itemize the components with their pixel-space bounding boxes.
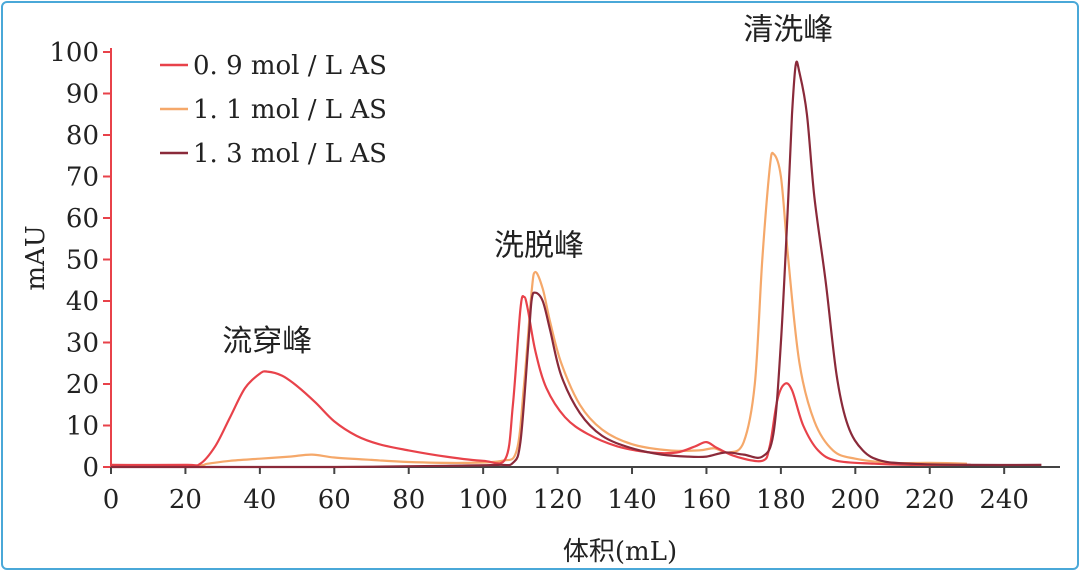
peak-annotation-0: 流穿峰 bbox=[222, 324, 312, 359]
y-tick-label: 40 bbox=[66, 287, 99, 317]
y-tick-label: 80 bbox=[66, 121, 99, 151]
x-tick-label: 220 bbox=[905, 485, 955, 515]
x-axis-title: 体积(mL) bbox=[563, 537, 677, 567]
series-group bbox=[110, 60, 1042, 469]
annotations-group: 流穿峰 洗脱峰 清洗峰 bbox=[222, 13, 833, 359]
x-tick-label: 20 bbox=[169, 485, 202, 515]
y-tick-label: 70 bbox=[66, 163, 99, 193]
y-tick-label: 90 bbox=[66, 80, 99, 110]
peak-annotation-1: 洗脱峰 bbox=[494, 228, 584, 263]
y-tick-label: 10 bbox=[66, 412, 99, 442]
y-tick-label: 0 bbox=[82, 453, 99, 483]
x-tick-group: 0 20 40 60 80 100 120 140 160 180 200 220 240 bbox=[103, 467, 1029, 515]
legend: 0. 9 mol / L AS 1. 1 mol / L AS 1. 3 mol /… bbox=[160, 51, 387, 169]
legend-label-1: 1. 1 mol / L AS bbox=[193, 95, 387, 125]
y-axis-title: mAU bbox=[21, 225, 51, 290]
series-line-1 bbox=[110, 151, 968, 468]
series-line-0 bbox=[110, 294, 971, 467]
y-tick-label: 20 bbox=[66, 370, 99, 400]
y-tick-label: 30 bbox=[66, 329, 99, 359]
y-tick-label: 50 bbox=[66, 246, 99, 276]
y-tick-label: 100 bbox=[49, 38, 99, 68]
legend-label-0: 0. 9 mol / L AS bbox=[193, 51, 387, 81]
x-tick-label: 40 bbox=[243, 485, 276, 515]
y-tick-group: 0 10 20 30 40 50 60 70 80 90 100 bbox=[49, 38, 111, 483]
y-tick-label: 60 bbox=[66, 204, 99, 234]
series-line-2 bbox=[110, 60, 1042, 469]
x-tick-label: 140 bbox=[607, 485, 657, 515]
x-tick-label: 60 bbox=[318, 485, 351, 515]
x-tick-label: 120 bbox=[533, 485, 583, 515]
x-tick-label: 200 bbox=[830, 485, 880, 515]
x-tick-label: 80 bbox=[392, 485, 425, 515]
x-tick-label: 240 bbox=[979, 485, 1029, 515]
x-tick-label: 0 bbox=[103, 485, 120, 515]
legend-label-2: 1. 3 mol / L AS bbox=[193, 139, 387, 169]
peak-annotation-2: 清洗峰 bbox=[743, 13, 833, 48]
x-tick-label: 100 bbox=[458, 485, 508, 515]
x-tick-label: 180 bbox=[756, 485, 806, 515]
x-tick-label: 160 bbox=[682, 485, 732, 515]
